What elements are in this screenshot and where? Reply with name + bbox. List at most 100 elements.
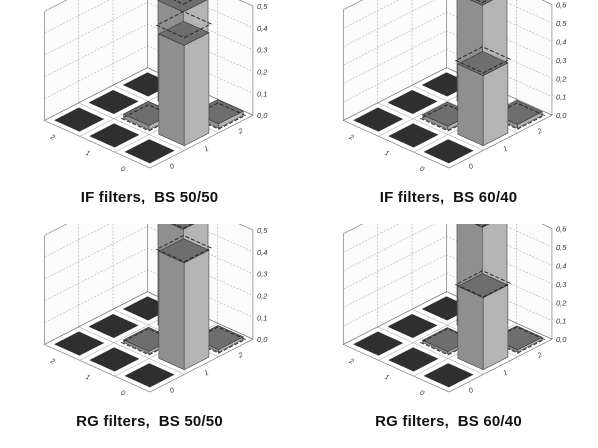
ideal-outline (155, 11, 213, 39)
col-tick-label: 0 (468, 163, 475, 171)
row-tick-label: 0 (419, 166, 426, 174)
z-gridline (343, 236, 553, 290)
col-tick-label: 1 (203, 369, 210, 377)
bar3d-chart-rg-50-50: 0,0 0,1 0,2 0,3 0,4 0,5 2 1 0 0 1 2 (43, 224, 268, 398)
floor-gridline (377, 326, 484, 375)
bar-face-left (158, 33, 185, 147)
floor-cell (124, 363, 175, 388)
z-tick-label: 0,2 (257, 68, 268, 77)
ideal-outline (190, 326, 247, 354)
z-gridline (44, 0, 254, 34)
row-tick-label: 0 (419, 390, 426, 398)
floor-cell (388, 347, 439, 372)
z-tick-label: 0,3 (257, 270, 268, 279)
floor-cell (423, 139, 474, 164)
z-tick-label: 0,1 (257, 313, 267, 322)
z-tick-label: 0,2 (556, 298, 567, 307)
row-tick-label: 1 (383, 150, 390, 158)
z-tick-label: 0,0 (556, 111, 567, 120)
chart-panel-rg-50-50: 0,0 0,1 0,2 0,3 0,4 0,5 2 1 0 0 1 2 RG filters, BS … (0, 224, 299, 448)
z-gridline (44, 225, 254, 280)
floor-gridline (78, 326, 185, 375)
chart-caption: IF filters, BS 50/50 (80, 189, 219, 206)
floor-cell (387, 313, 438, 339)
z-gridline (343, 12, 553, 66)
z-tick-label: 0,4 (257, 248, 267, 257)
z-tick-label: 0,2 (556, 74, 567, 83)
z-tick-label: 0,0 (257, 335, 268, 344)
chart-caption: IF filters, BS 60/40 (379, 189, 518, 206)
col-tick-label: 2 (536, 128, 544, 136)
bar-face-right (482, 284, 509, 371)
floor-cell (124, 139, 175, 164)
row-tick-label: 1 (84, 374, 91, 382)
z-tick-label: 0,0 (556, 335, 567, 344)
z-tick-label: 0,5 (556, 19, 567, 28)
bar-3d (454, 46, 512, 147)
bar-face-right (183, 249, 210, 371)
z-tick-label: 0,5 (257, 226, 268, 235)
floor-cell (423, 363, 474, 388)
floor-cell (89, 123, 140, 148)
col-tick-label: 2 (237, 352, 245, 360)
z-tick-label: 0,6 (556, 224, 567, 233)
bar-face-right (183, 32, 210, 147)
z-gridline (44, 224, 254, 258)
z-tick-label: 0,1 (257, 89, 267, 98)
z-gridline (44, 1, 254, 56)
floor-cell (54, 107, 105, 132)
floor-cell (54, 331, 105, 356)
row-tick-label: 0 (120, 166, 127, 174)
row-tick-label: 2 (347, 133, 354, 141)
ideal-outline (155, 235, 213, 263)
bar-top (457, 273, 509, 299)
bar-face-left (158, 250, 185, 371)
floor-cell (353, 331, 404, 356)
col-tick-label: 1 (502, 369, 509, 377)
row-tick-label: 1 (383, 374, 390, 382)
row-tick-label: 2 (48, 133, 55, 141)
bar-top (170, 224, 195, 230)
col-tick-label: 0 (468, 387, 475, 395)
z-tick-label: 0,4 (556, 261, 566, 270)
col-tick-label: 0 (169, 163, 176, 171)
ideal-outline (190, 102, 247, 130)
floor-cell (89, 347, 140, 372)
bar3d-chart-if-60-40: 0,0 0,1 0,2 0,3 0,4 0,5 0,6 2 1 0 0 1 2 (342, 0, 567, 174)
z-tick-label: 0,5 (556, 243, 567, 252)
row-tick-label: 2 (347, 357, 354, 365)
floor-cell (388, 123, 439, 148)
col-tick-label: 2 (536, 352, 544, 360)
bar-face-left (457, 285, 484, 371)
chart-caption: RG filters, BS 50/50 (76, 413, 223, 430)
z-tick-label: 0,3 (257, 46, 268, 55)
z-tick-label: 0,5 (257, 2, 268, 11)
floor-gridline (78, 102, 185, 151)
col-tick-label: 0 (169, 387, 176, 395)
row-tick-label: 0 (120, 390, 127, 398)
z-tick-label: 0,3 (556, 280, 567, 289)
bar-top (158, 20, 210, 46)
bar-face-left (457, 63, 484, 147)
chart-caption: RG filters, BS 60/40 (375, 413, 522, 430)
bar-top (157, 0, 208, 13)
ideal-outline (489, 102, 546, 130)
z-tick-label: 0,1 (556, 317, 566, 326)
z-tick-label: 0,0 (257, 111, 268, 120)
ideal-outline (489, 326, 546, 354)
bar-face-right (482, 62, 509, 147)
col-tick-label: 1 (203, 145, 210, 153)
ideal-outline (454, 46, 512, 74)
bar-top (158, 238, 210, 264)
bar-top (470, 0, 494, 6)
z-tick-label: 0,2 (257, 292, 268, 301)
z-tick-label: 0,6 (556, 0, 567, 9)
z-tick-label: 0,4 (257, 24, 267, 33)
floor-cell (88, 313, 139, 339)
chart-panel-if-50-50: 0,0 0,1 0,2 0,3 0,4 0,5 2 1 0 0 1 2 IF filters, BS … (0, 0, 299, 224)
z-tick-label: 0,4 (556, 37, 566, 46)
floor-cell (88, 89, 139, 115)
floor-cell (353, 107, 404, 132)
col-tick-label: 1 (502, 145, 509, 153)
z-tick-label: 0,3 (556, 56, 567, 65)
